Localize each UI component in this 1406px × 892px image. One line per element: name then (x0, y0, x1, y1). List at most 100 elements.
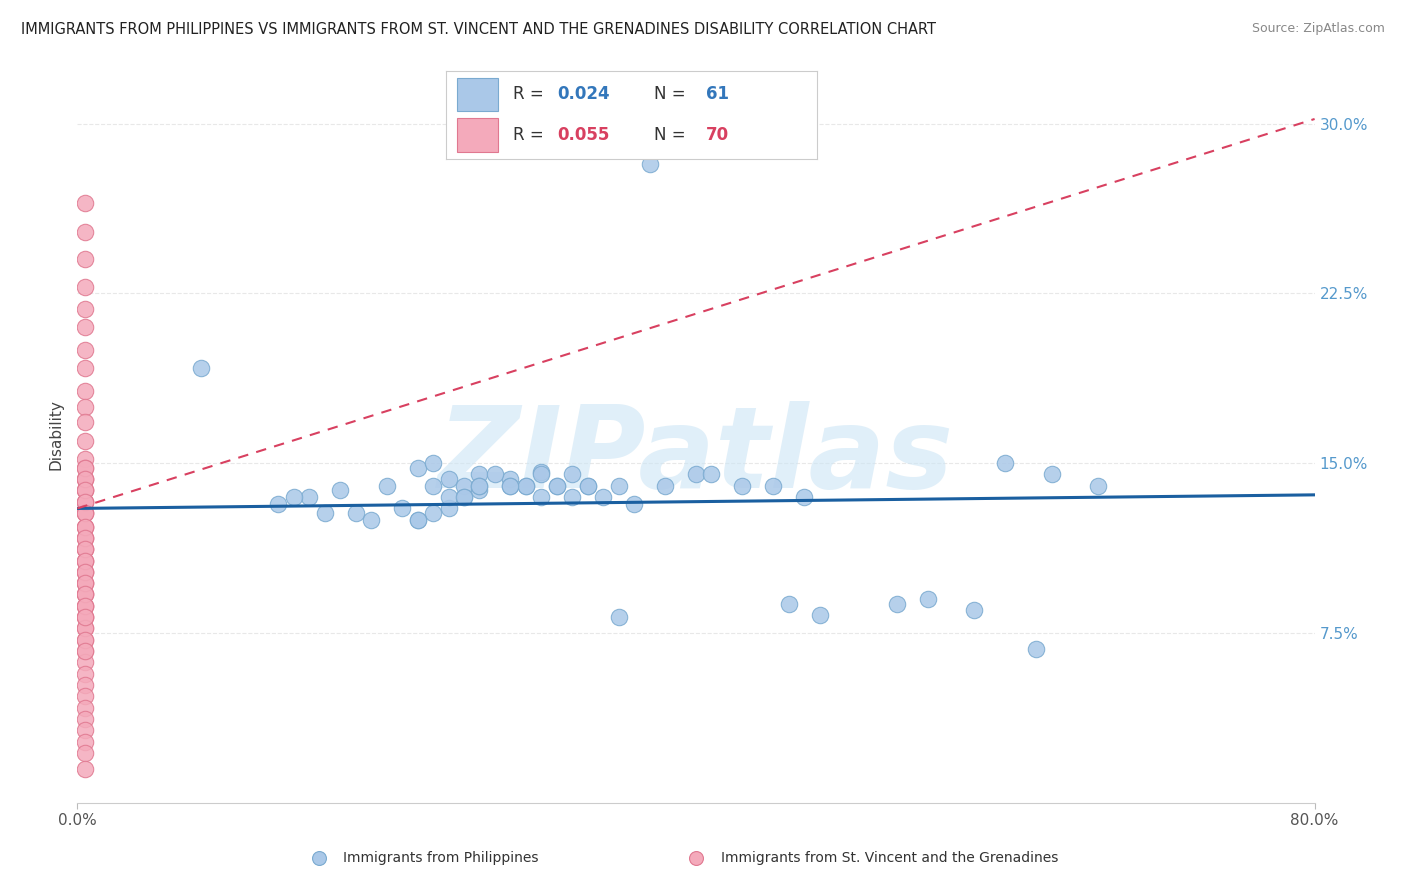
Point (75, 542, 96, 557)
Point (530, 467, 553, 482)
Point (329, 483, 352, 498)
Point (546, 479, 568, 493)
Point (314, 506, 336, 520)
Point (530, 465, 553, 479)
Point (499, 472, 522, 486)
Point (75, 531, 96, 545)
Point (731, 479, 754, 493)
Point (75, 434, 96, 448)
Text: Immigrants from St. Vincent and the Grenadines: Immigrants from St. Vincent and the Gren… (721, 851, 1059, 865)
Point (391, 501, 413, 516)
Point (406, 513, 429, 527)
Point (437, 501, 460, 516)
Point (1040, 467, 1063, 482)
Point (75, 622, 96, 636)
Point (75, 494, 96, 508)
Point (808, 607, 831, 622)
Point (75, 712, 96, 726)
Point (468, 479, 491, 493)
Point (468, 467, 491, 482)
Point (499, 479, 522, 493)
Point (375, 479, 398, 493)
Point (453, 490, 475, 504)
Point (75, 553, 96, 567)
Point (190, 361, 212, 376)
Point (75, 632, 96, 647)
Point (75, 610, 96, 624)
Point (75, 690, 96, 704)
Point (75, 472, 96, 486)
Point (576, 479, 599, 493)
Point (75, 361, 96, 376)
Point (75, 746, 96, 760)
Point (75, 531, 96, 545)
Point (422, 506, 444, 520)
Point (963, 603, 986, 617)
Point (917, 592, 939, 607)
Point (75, 678, 96, 692)
Point (75, 483, 96, 498)
Point (561, 467, 583, 482)
Point (75, 622, 96, 636)
Point (75, 531, 96, 545)
Point (75, 302, 96, 317)
Point (1087, 479, 1109, 493)
Point (422, 479, 444, 493)
Point (75, 195, 96, 210)
Point (546, 479, 568, 493)
Point (75, 576, 96, 591)
Point (75, 587, 96, 601)
Point (576, 479, 599, 493)
Point (515, 479, 537, 493)
Point (75, 666, 96, 681)
Point (75, 519, 96, 533)
Text: Immigrants from Philippines: Immigrants from Philippines (343, 851, 538, 865)
Point (75, 734, 96, 748)
Point (75, 610, 96, 624)
Text: ZIPatlas: ZIPatlas (437, 401, 955, 512)
Point (592, 490, 614, 504)
Point (75, 542, 96, 557)
Point (75, 343, 96, 357)
Point (75, 542, 96, 557)
Point (75, 587, 96, 601)
Point (75, 553, 96, 567)
Point (75, 700, 96, 714)
Point (75, 565, 96, 579)
Point (75, 644, 96, 658)
Point (75, 644, 96, 658)
Point (75, 599, 96, 613)
Point (75, 565, 96, 579)
Point (607, 610, 630, 624)
Point (75, 762, 96, 776)
Point (344, 506, 367, 520)
Point (530, 490, 553, 504)
Point (75, 519, 96, 533)
Point (75, 472, 96, 486)
Point (623, 497, 645, 511)
Point (75, 400, 96, 414)
Point (75, 506, 96, 520)
Point (75, 599, 96, 613)
Point (75, 632, 96, 647)
Point (468, 479, 491, 493)
Point (1025, 641, 1047, 656)
Point (638, 157, 661, 171)
Point (75, 483, 96, 498)
Point (437, 472, 460, 486)
Point (283, 490, 305, 504)
Point (75, 494, 96, 508)
Point (654, 479, 676, 493)
Text: Source: ZipAtlas.com: Source: ZipAtlas.com (1251, 22, 1385, 36)
Point (75, 494, 96, 508)
Text: IMMIGRANTS FROM PHILIPPINES VS IMMIGRANTS FROM ST. VINCENT AND THE GRENADINES DI: IMMIGRANTS FROM PHILIPPINES VS IMMIGRANT… (21, 22, 936, 37)
Point (75, 587, 96, 601)
Point (499, 479, 522, 493)
Point (700, 467, 723, 482)
Point (453, 479, 475, 493)
Point (75, 483, 96, 498)
Point (75, 610, 96, 624)
Point (561, 490, 583, 504)
Point (778, 597, 800, 611)
Point (515, 479, 537, 493)
